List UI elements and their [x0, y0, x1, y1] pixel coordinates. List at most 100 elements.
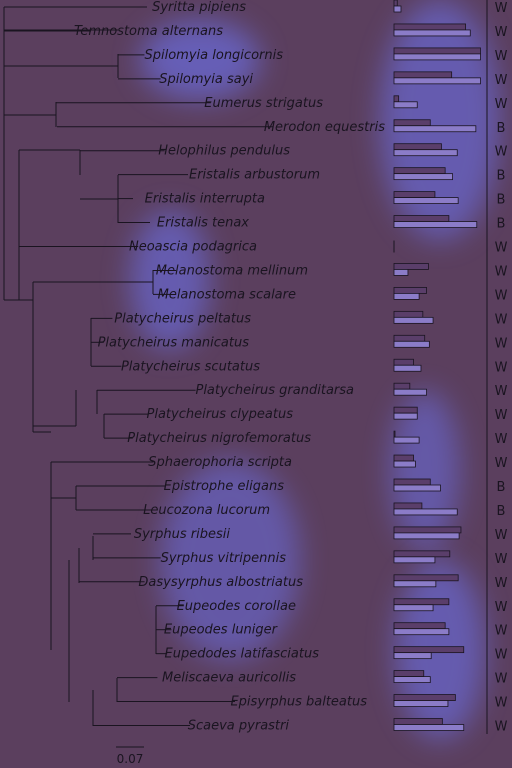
- category-code: W: [495, 672, 508, 687]
- taxon-label: Leucozona lucorum: [143, 503, 270, 518]
- category-code: W: [495, 360, 508, 375]
- category-code: W: [495, 600, 508, 615]
- category-code: W: [495, 720, 508, 735]
- trait-bar-lower: [393, 125, 477, 133]
- taxon-label: Syritta pipiens: [152, 0, 246, 15]
- taxon-label: Eristalis interrupta: [145, 192, 265, 207]
- scale-bar: 0.07: [116, 746, 144, 766]
- category-code: W: [495, 73, 508, 88]
- category-code: W: [495, 264, 508, 279]
- trait-bar-lower: [393, 436, 420, 444]
- taxon-label: Melanostoma mellinum: [156, 263, 308, 278]
- trait-bar-upper: [393, 263, 429, 270]
- taxon-label: Platycheirus scutatus: [121, 359, 260, 374]
- category-code: W: [495, 1, 508, 16]
- trait-bar-lower: [393, 412, 418, 420]
- trait-bar-lower: [393, 53, 481, 61]
- trait-bar-lower: [393, 532, 460, 540]
- category-code: W: [495, 648, 508, 663]
- trait-bar-lower: [393, 628, 450, 636]
- trait-bar-upper: [393, 718, 443, 725]
- taxon-label: Platycheirus nigrofemoratus: [127, 431, 311, 446]
- trait-bar-upper: [393, 598, 450, 606]
- taxon-label: Spilomyia sayi: [159, 72, 253, 87]
- category-code: W: [495, 576, 508, 591]
- trait-bar-upper: [393, 574, 459, 582]
- trait-bar-upper: [393, 71, 453, 79]
- trait-bar-lower: [393, 676, 431, 683]
- trait-bar-upper: [393, 502, 423, 510]
- taxon-label: Helophilus pendulus: [158, 144, 290, 159]
- trait-bar-lower: [393, 29, 471, 37]
- taxon-labels: Syritta pipiens Temnostoma alternans Spilo…: [74, 0, 385, 734]
- taxon-label: Spilomyia longicornis: [145, 48, 284, 63]
- trait-bar-lower: [393, 5, 402, 13]
- trait-bar-upper: [393, 95, 400, 103]
- trait-bar-upper: [393, 286, 427, 294]
- category-code: W: [495, 145, 508, 160]
- tree-branches: [3, 6, 273, 726]
- trait-bars: [393, 0, 481, 731]
- taxon-label: Platycheirus clypeatus: [147, 407, 294, 422]
- trait-bar-lower: [393, 221, 478, 228]
- taxon-label: Syrphus vitripennis: [161, 551, 287, 566]
- taxon-label: Eupedodes latifasciatus: [164, 647, 319, 662]
- category-code: B: [497, 169, 506, 184]
- category-code: W: [495, 696, 508, 711]
- trait-bar-lower: [393, 77, 481, 85]
- category-code: W: [495, 97, 508, 112]
- category-code: W: [495, 241, 508, 256]
- category-code: B: [497, 504, 506, 519]
- trait-bar-upper: [393, 550, 451, 558]
- trait-bar-upper: [393, 526, 462, 534]
- category-code: W: [495, 49, 508, 64]
- trait-bar-upper: [393, 0, 398, 7]
- trait-bar-lower: [393, 724, 465, 731]
- trait-bar-lower: [393, 269, 409, 276]
- category-code: W: [495, 336, 508, 351]
- category-code: W: [495, 552, 508, 567]
- scale-bar-label: 0.07: [117, 752, 144, 766]
- taxon-label: Eristalis tenax: [157, 216, 249, 231]
- taxon-label: Meliscaeva auricollis: [162, 671, 296, 686]
- trait-bar-lower: [393, 700, 449, 707]
- trait-bar-lower: [393, 652, 432, 660]
- taxon-label: Neoascia podagrica: [129, 240, 257, 255]
- trait-bar-upper: [393, 646, 465, 654]
- trait-bar-upper: [393, 191, 436, 199]
- taxon-label: Melanostoma scalare: [158, 287, 296, 302]
- trait-bar-upper: [393, 23, 467, 31]
- category-code: B: [497, 121, 506, 136]
- trait-bar-upper: [393, 167, 446, 175]
- category-code: W: [495, 288, 508, 303]
- category-code: W: [495, 624, 508, 639]
- taxon-label: Eupeodes luniger: [164, 623, 279, 638]
- trait-bar-upper: [393, 430, 396, 438]
- trait-bar-lower: [393, 173, 453, 181]
- trait-bar-upper: [393, 143, 442, 151]
- trait-bar-upper: [393, 358, 414, 366]
- trait-bar-lower: [393, 101, 418, 109]
- category-code: B: [497, 193, 506, 208]
- taxon-label: Merodon equestris: [264, 120, 385, 135]
- trait-bar-lower: [393, 316, 434, 324]
- trait-bar-lower: [393, 580, 437, 588]
- taxon-label: Platycheirus manicatus: [98, 335, 250, 350]
- trait-bar-upper: [393, 310, 424, 318]
- trait-bar-upper: [393, 406, 418, 414]
- taxon-label: Dasysyrphus albostriatus: [138, 575, 303, 590]
- trait-bar-lower: [393, 388, 427, 396]
- category-code: W: [495, 528, 508, 543]
- category-code: B: [497, 217, 506, 232]
- category-code: W: [495, 432, 508, 447]
- taxon-label: Epistrophe eligans: [164, 479, 285, 494]
- taxon-label: Eumerus strigatus: [204, 96, 323, 111]
- taxon-label: Episyrphus balteatus: [230, 695, 367, 710]
- trait-bar-lower: [393, 556, 436, 564]
- trait-bar-upper: [393, 334, 426, 342]
- trait-bar-lower: [393, 292, 420, 300]
- trait-bar-upper: [393, 47, 481, 55]
